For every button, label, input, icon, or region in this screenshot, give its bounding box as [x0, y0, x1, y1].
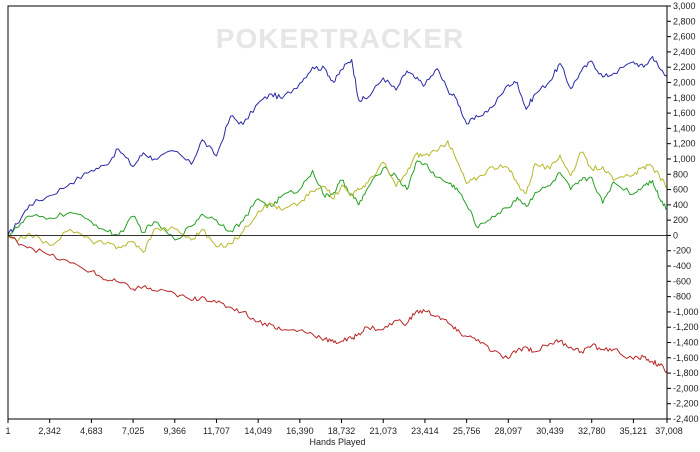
y-tick-label: -1,800: [673, 368, 699, 378]
y-tick-label: 1,600: [673, 108, 696, 118]
y-tick-label: 2,600: [673, 32, 696, 42]
x-axis: 1 2,342 4,683 7,025 9,366 11,707 14,049 16,390 1…: [5, 419, 683, 436]
x-tick-label: 30,439: [536, 426, 564, 436]
y-tick-label: 2,800: [673, 16, 696, 26]
y-tick-label: 600: [673, 185, 688, 195]
x-tick-label: 37,008: [655, 426, 683, 436]
y-tick-label: 400: [673, 200, 688, 210]
y-tick-label: 2,000: [673, 77, 696, 87]
y-tick-label: 200: [673, 215, 688, 225]
x-tick-label: 18,732: [328, 426, 356, 436]
y-tick-label: -1,000: [673, 307, 699, 317]
series-layer: [7, 56, 668, 373]
x-axis-title: Hands Played: [309, 437, 365, 447]
x-tick-label: 23,414: [411, 426, 439, 436]
y-tick-label: 3,000: [673, 1, 696, 11]
y-tick-label: -600: [673, 276, 691, 286]
series-line-3: [7, 140, 668, 253]
y-tick-label: -1,600: [673, 353, 699, 363]
x-tick-label: 4,683: [80, 426, 103, 436]
x-tick-label: 2,342: [38, 426, 61, 436]
x-tick-label: 35,121: [620, 426, 648, 436]
y-tick-label: 1,000: [673, 154, 696, 164]
x-tick-label: 1: [5, 426, 10, 436]
x-tick-label: 28,097: [495, 426, 523, 436]
y-tick-label: -400: [673, 261, 691, 271]
x-tick-label: 11,707: [203, 426, 230, 436]
y-tick-label: 1,200: [673, 139, 696, 149]
x-tick-label: 9,366: [164, 426, 187, 436]
y-tick-label: -800: [673, 292, 691, 302]
y-tick-label: -2,400: [673, 414, 699, 424]
x-tick-label: 14,049: [244, 426, 272, 436]
plot-frame: [7, 5, 668, 420]
x-tick-label: 32,780: [578, 426, 606, 436]
y-tick-label: -2,200: [673, 399, 699, 409]
x-tick-label: 21,073: [369, 426, 397, 436]
y-tick-label: 1,400: [673, 123, 696, 133]
series-line-4: [7, 234, 668, 373]
y-tick-label: -200: [673, 246, 691, 256]
y-tick-label: 800: [673, 169, 688, 179]
y-tick-label: -1,400: [673, 338, 699, 348]
series-line-2: [7, 160, 668, 241]
watermark-logo: POKERTRACKER: [216, 23, 464, 54]
y-tick-label: 0: [673, 230, 678, 240]
x-tick-label: 7,025: [122, 426, 145, 436]
y-tick-label: 1,800: [673, 93, 696, 103]
x-tick-label: 16,390: [286, 426, 314, 436]
series-line-1: [7, 56, 668, 236]
y-axis: -2,400 -2,200 -2,000 -1,800 -1,600 -1,400 -1,2…: [667, 1, 699, 424]
x-tick-label: 25,756: [453, 426, 481, 436]
y-tick-label: -1,200: [673, 322, 699, 332]
y-tick-label: 2,200: [673, 62, 696, 72]
y-tick-label: 2,400: [673, 47, 696, 57]
y-tick-label: -2,000: [673, 383, 699, 393]
